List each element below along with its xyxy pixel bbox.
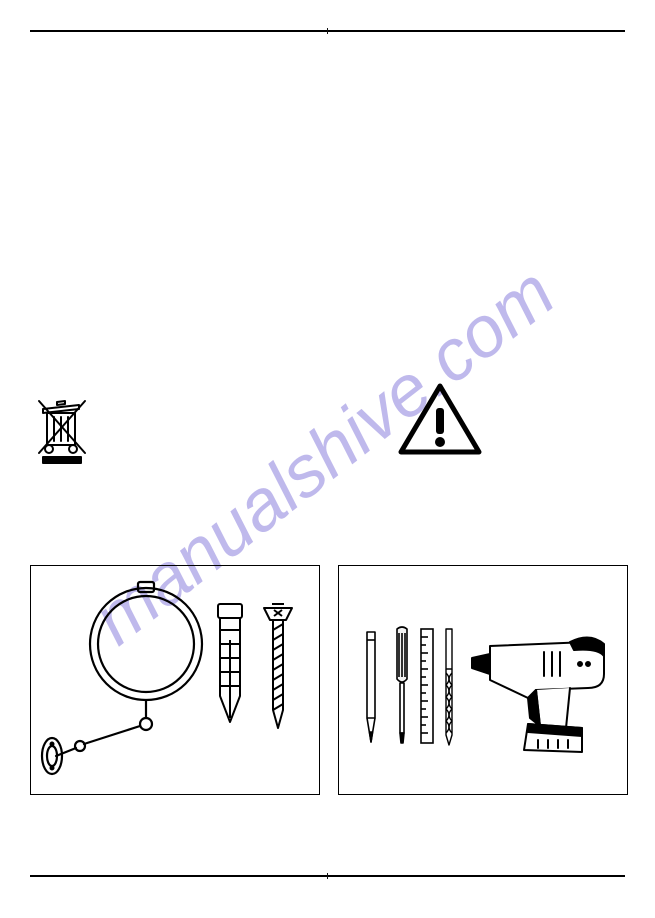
ruler-icon: [418, 625, 436, 747]
drill-bit-icon: [442, 625, 456, 747]
weee-do-not-dispose-icon: [35, 395, 90, 465]
pencil-icon: [362, 628, 380, 746]
screwdriver-icon: [392, 625, 412, 747]
power-drill-icon: [470, 618, 620, 758]
screw-icon: [258, 598, 298, 733]
wall-plug-icon: [210, 600, 250, 730]
page-divider-top: [327, 28, 328, 34]
page-divider-bottom: [327, 873, 328, 879]
warning-triangle-icon: [395, 380, 485, 460]
wall-mirror-icon: [38, 578, 208, 783]
